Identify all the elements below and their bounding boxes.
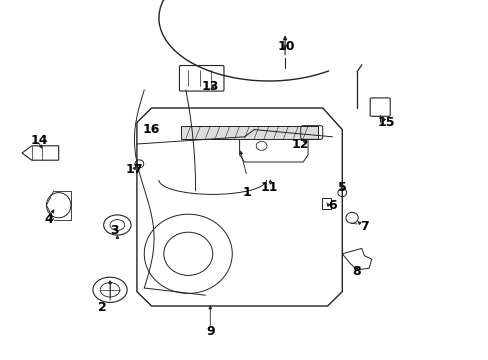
Text: 3: 3 [110,224,119,237]
Text: 7: 7 [359,220,368,233]
Text: 1: 1 [242,186,251,199]
Bar [321,198,330,209]
Text: 5: 5 [337,181,346,194]
Bar [181,126,317,139]
Text: 8: 8 [352,265,361,278]
Text: 9: 9 [205,325,214,338]
Text: 17: 17 [125,163,143,176]
Text: 4: 4 [44,213,53,226]
Text: 12: 12 [291,138,309,150]
Text: 13: 13 [201,80,219,93]
Text: 14: 14 [30,134,48,147]
Text: 6: 6 [327,199,336,212]
Text: 11: 11 [260,181,277,194]
Text: 2: 2 [98,301,107,314]
Text: 16: 16 [142,123,160,136]
Text: 15: 15 [377,116,394,129]
Text: 10: 10 [277,40,294,53]
